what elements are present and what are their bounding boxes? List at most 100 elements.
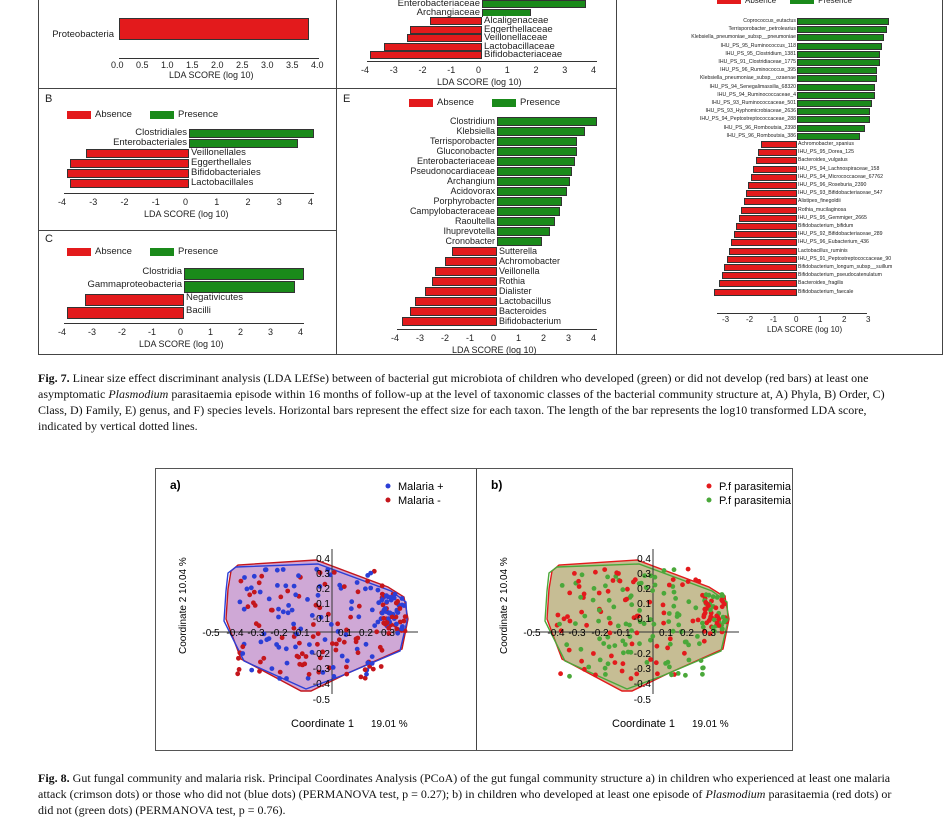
x-tick: 2	[533, 65, 539, 75]
x-tick: 0.1	[659, 628, 673, 639]
x-tick: -4	[58, 327, 67, 337]
panel-label: E	[343, 93, 351, 105]
data-point	[559, 583, 565, 588]
data-point	[673, 596, 678, 601]
bar-label: Ihuprevotella	[442, 226, 496, 236]
figure-8: a) Malaria + Malaria - -0.5 -0.4 -0.3 -0.2 -0.1…	[155, 468, 793, 751]
data-point	[291, 621, 296, 627]
x-tick: 4	[591, 333, 597, 343]
bar-label: Porphyrobacter	[432, 196, 496, 206]
data-point	[628, 676, 634, 681]
y-tick: 0.2	[316, 584, 330, 595]
data-point	[671, 603, 677, 609]
bar-ihu_ps_95_ruminococcus_118	[797, 42, 882, 50]
x-tick: 0	[178, 327, 184, 337]
x-tick: 2	[245, 197, 251, 207]
data-point	[678, 629, 684, 635]
bar-label: Bifidobacterium_pseudocatenulatum	[798, 272, 882, 279]
data-point	[333, 647, 339, 653]
data-point	[652, 582, 658, 588]
data-point	[686, 599, 692, 605]
x-tick: 0.0	[111, 60, 124, 70]
data-point	[582, 613, 588, 619]
data-point	[314, 566, 320, 572]
legend-absence-swatch	[67, 110, 91, 119]
data-point	[316, 669, 322, 675]
data-point	[397, 619, 403, 625]
data-point	[294, 631, 299, 637]
data-point	[666, 582, 672, 588]
data-point	[310, 634, 316, 639]
data-point	[701, 614, 707, 620]
data-point	[578, 646, 584, 652]
x-tick: 4.0	[311, 60, 324, 70]
x-tick: -1	[466, 333, 475, 343]
data-point	[355, 635, 361, 641]
data-point	[558, 671, 563, 677]
y-tick: -0.4	[634, 679, 652, 690]
bar-archangium	[497, 177, 570, 186]
data-point	[665, 659, 671, 665]
data-point	[572, 571, 577, 576]
bar-ihu_ps_95_dorea_125	[758, 149, 797, 157]
x-axis-label: LDA SCORE (log 10)	[437, 77, 522, 87]
bar-label: IHU_PS_93_Hyphomicrobiaceae_2636	[705, 108, 796, 115]
bar-label: Rothia_mucilaginosa	[798, 206, 847, 213]
bar-clostridia	[184, 268, 304, 280]
data-point	[320, 649, 326, 655]
data-point	[389, 614, 395, 620]
data-point	[591, 651, 596, 656]
data-point	[610, 578, 616, 583]
data-point	[719, 597, 725, 603]
data-point	[280, 609, 286, 615]
x-tick: -4	[58, 197, 67, 207]
data-point	[370, 666, 376, 672]
x-tick: -2	[746, 315, 754, 324]
data-point	[634, 671, 640, 677]
legend-marker	[385, 497, 391, 503]
bar-achromobacter_spanius	[760, 141, 797, 148]
x-axis	[64, 193, 314, 194]
data-point	[648, 637, 653, 643]
data-point	[247, 592, 253, 598]
legend-absence-label: Absence	[745, 0, 777, 5]
data-point	[716, 623, 722, 628]
x-tick: -1	[447, 65, 456, 75]
panel-label: C	[45, 233, 53, 245]
data-point	[631, 579, 636, 585]
data-point	[368, 570, 374, 576]
y-tick: -0.5	[634, 695, 652, 706]
bar-campylobacteraceae	[497, 207, 560, 216]
caption-prefix: Fig. 7.	[38, 371, 70, 385]
bar-label: Archangiaceae	[415, 6, 481, 18]
data-point	[597, 636, 602, 642]
data-point	[629, 628, 634, 633]
bar-ihu_ps_91_peptostreptococcaceae_90	[726, 255, 797, 263]
data-point	[621, 650, 626, 656]
data-point	[285, 610, 291, 616]
x-tick: -3	[89, 197, 98, 207]
data-point	[317, 570, 323, 576]
data-point	[286, 603, 291, 608]
data-point	[355, 589, 361, 595]
caption-text: Gut fungal community and malaria risk. P…	[38, 771, 891, 801]
figure-7: Proteobacteria 0.0 0.5 1.0 1.5 2.0 2.5 3.0 3.5 4.…	[38, 0, 943, 355]
x-tick: 0.1	[338, 628, 352, 639]
data-point	[317, 584, 323, 589]
bar-bifidobacterium	[402, 317, 497, 326]
x-tick: -3	[389, 65, 398, 75]
y-tick: 0.3	[316, 569, 330, 580]
bar-klebsiella_pneumoniae_subsp__pneumoniae	[797, 34, 885, 42]
x-tick: 1	[208, 327, 214, 337]
data-point	[355, 650, 361, 656]
legend-presence-swatch	[790, 0, 815, 4]
bar-pseudonocardiaceae	[497, 167, 572, 176]
data-point	[284, 676, 289, 681]
panel-c-class: C Absence Presence Clostridia Gammaproteobac…	[39, 231, 336, 355]
data-point	[696, 578, 702, 584]
data-point	[249, 667, 255, 673]
bar-clostridium	[497, 117, 597, 126]
x-tick: 0.5	[136, 60, 149, 70]
bar-ihu_ps_96_eubacterium_436	[731, 239, 797, 247]
x-tick: 0.2	[680, 628, 694, 639]
